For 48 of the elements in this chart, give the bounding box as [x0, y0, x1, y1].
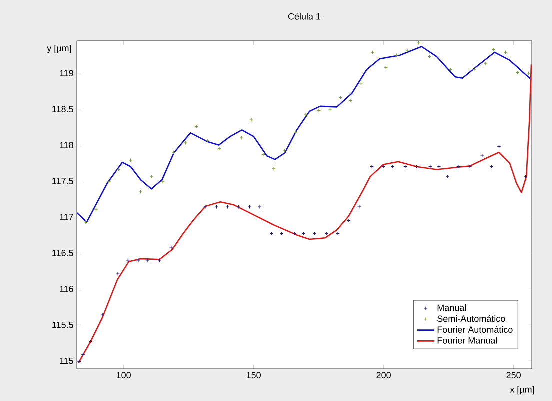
- point: [161, 180, 166, 184]
- x-axis-title: x [µm]: [510, 386, 534, 395]
- point: [204, 205, 208, 210]
- y-tick-label: 115.5: [52, 322, 74, 328]
- point: [348, 98, 352, 103]
- point: [107, 180, 112, 184]
- y-tick-label: 115: [60, 358, 74, 364]
- point: [172, 150, 176, 154]
- y-tick-label: 117: [60, 214, 74, 220]
- point: [100, 313, 104, 317]
- y-tick-label: 116.5: [52, 250, 74, 256]
- point: [272, 167, 276, 171]
- point: [304, 113, 308, 118]
- legend-label: Manual: [438, 304, 466, 312]
- point: [446, 174, 450, 179]
- y-tick-label: 119: [60, 70, 74, 77]
- x-tick-label: 100: [116, 372, 131, 379]
- legend-label: Fourier Automático: [438, 326, 513, 334]
- y-axis-title: y [µm]: [47, 45, 72, 54]
- x-tick-label: 250: [506, 372, 521, 379]
- point: [206, 139, 210, 143]
- y-tick-label: 118: [60, 142, 74, 148]
- point: [258, 205, 262, 210]
- point: [359, 81, 364, 86]
- line-series: [77, 46, 532, 223]
- point: [128, 158, 133, 162]
- point: [484, 62, 488, 66]
- y-tick-label: 116: [60, 286, 74, 292]
- legend-label: Fourier Manual: [438, 337, 498, 344]
- point: [406, 49, 410, 54]
- point: [416, 41, 421, 46]
- point: [94, 208, 98, 212]
- y-tick-label: 117.5: [52, 178, 74, 184]
- legend-label: Semi-Automático: [438, 315, 506, 322]
- point: [282, 149, 287, 153]
- point: [138, 190, 143, 194]
- x-tick-label: 150: [246, 372, 261, 379]
- point: [328, 108, 332, 112]
- chart-title: Célula 1: [288, 13, 321, 20]
- y-tick-label: 118.5: [52, 106, 74, 113]
- point: [116, 272, 120, 276]
- point: [347, 218, 351, 223]
- point: [336, 232, 340, 236]
- point: [524, 174, 528, 179]
- point: [504, 50, 508, 54]
- point: [317, 108, 322, 113]
- line-series: [78, 64, 532, 364]
- x-tick-label: 200: [376, 372, 391, 379]
